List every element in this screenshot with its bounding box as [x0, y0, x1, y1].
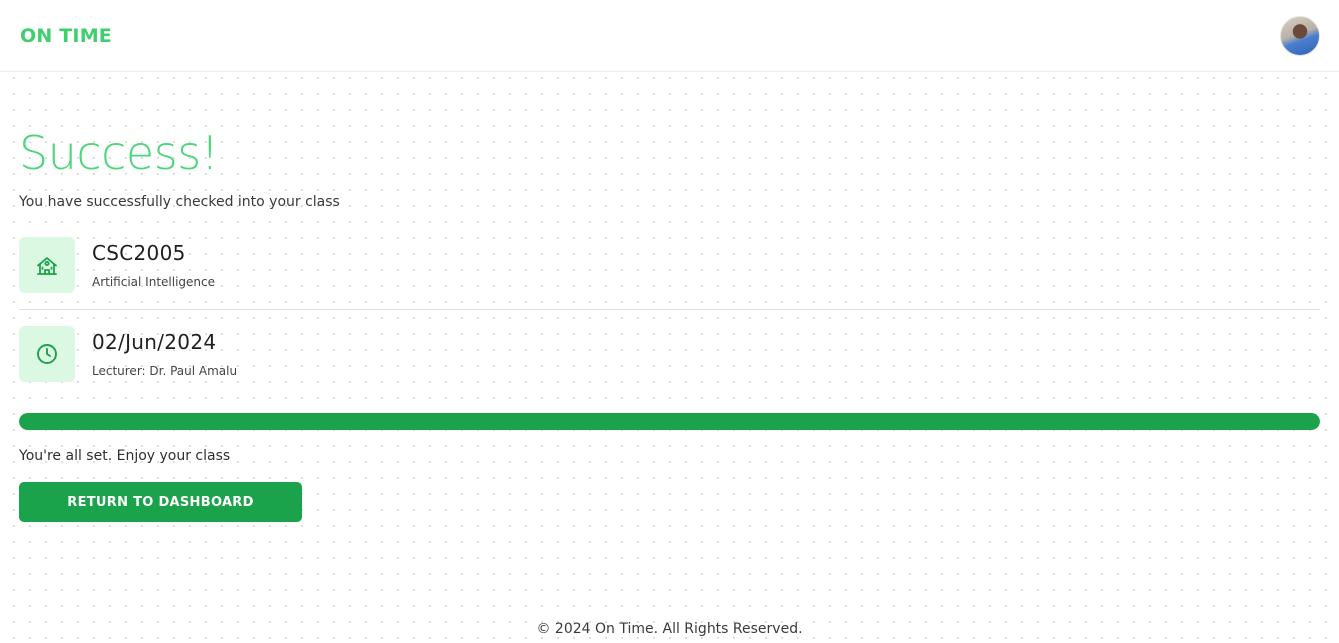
lecturer-name: Lecturer: Dr. Paul Amalu: [92, 364, 238, 378]
brand-logo[interactable]: ON TIME: [20, 24, 112, 47]
section-divider: [19, 309, 1320, 310]
progress-fill: [19, 413, 1320, 430]
footer-copyright: © 2024 On Time. All Rights Reserved.: [536, 621, 803, 637]
school-building-icon: [19, 237, 75, 293]
session-date: 02/Jun/2024: [92, 330, 217, 354]
page-subtitle: You have successfully checked into your …: [19, 194, 340, 210]
session-info-row: 02/Jun/2024 Lecturer: Dr. Paul Amalu: [19, 326, 1320, 384]
user-avatar[interactable]: [1280, 15, 1320, 56]
clock-icon: [19, 326, 75, 382]
page-title: Success!: [19, 126, 219, 180]
return-to-dashboard-button[interactable]: RETURN TO DASHBOARD: [19, 482, 302, 522]
app-header: ON TIME: [0, 0, 1339, 72]
course-info-row: CSC2005 Artificial Intelligence: [19, 237, 1320, 295]
status-message: You're all set. Enjoy your class: [19, 448, 231, 464]
course-name: Artificial Intelligence: [92, 275, 215, 289]
session-details: 02/Jun/2024 Lecturer: Dr. Paul Amalu: [92, 326, 237, 378]
course-details: CSC2005 Artificial Intelligence: [92, 237, 215, 289]
checkin-progress-bar: [19, 413, 1320, 430]
course-code: CSC2005: [92, 241, 186, 265]
